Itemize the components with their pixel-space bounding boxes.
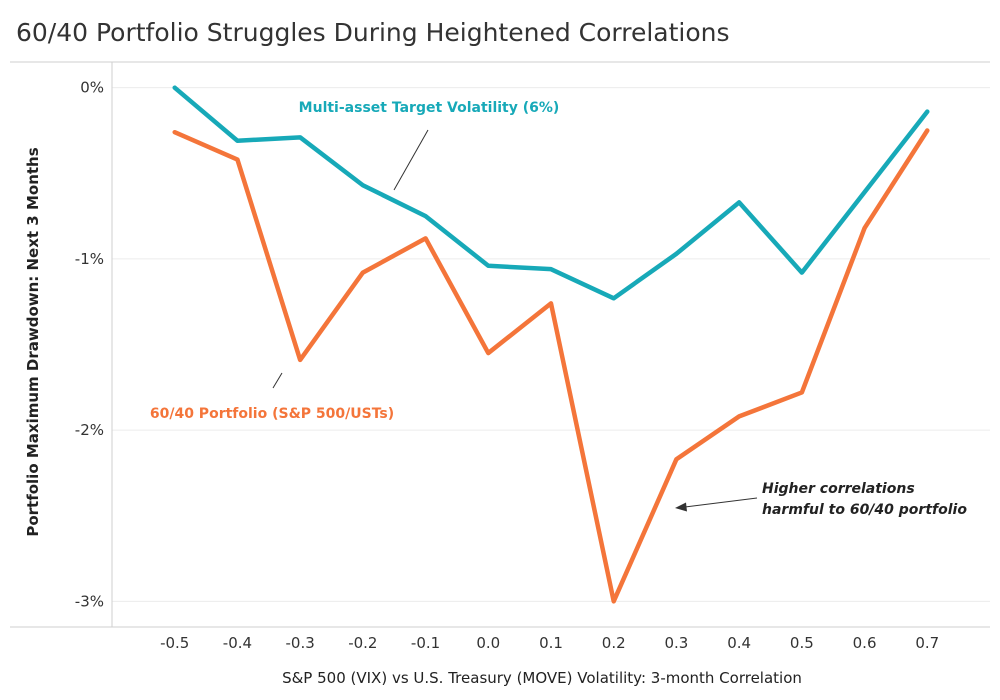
x-tick-labels: -0.5 -0.4 -0.3 -0.2 -0.1 0.0 0.1 0.2 0.3 0.4 0.5 0.… <box>160 634 939 652</box>
x-tick-label: -0.4 <box>223 634 252 652</box>
x-tick-label: -0.1 <box>411 634 440 652</box>
x-tick-label: 0.2 <box>602 634 626 652</box>
x-tick-label: 0.6 <box>853 634 877 652</box>
series-label-leader-multi-asset <box>393 129 429 191</box>
x-tick-label: 0.3 <box>664 634 688 652</box>
x-tick-label: 0.1 <box>539 634 563 652</box>
series-label-leader-60-40 <box>272 372 283 389</box>
x-tick-label: 0.4 <box>727 634 751 652</box>
x-tick-label: -0.2 <box>348 634 377 652</box>
y-tick-label: -3% <box>75 592 104 610</box>
series-lines <box>172 85 930 604</box>
annotation-arrow <box>675 497 758 512</box>
x-axis-label: S&P 500 (VIX) vs U.S. Treasury (MOVE) Vo… <box>282 669 802 687</box>
x-tick-label: 0.5 <box>790 634 814 652</box>
series-label-60-40: 60/40 Portfolio (S&P 500/USTs) <box>150 406 394 422</box>
axes <box>10 61 990 628</box>
x-tick-label: -0.3 <box>286 634 315 652</box>
y-tick-label: -2% <box>75 421 104 439</box>
x-tick-label: 0.0 <box>476 634 500 652</box>
series-line-60-40 <box>172 128 930 604</box>
x-tick-label: -0.5 <box>160 634 189 652</box>
y-tick-labels: 0% -1% -2% -3% <box>75 79 104 611</box>
gridlines <box>112 87 990 602</box>
y-tick-label: 0% <box>80 79 104 97</box>
x-tick-label: 0.7 <box>915 634 939 652</box>
y-axis-label: Portfolio Maximum Drawdown: Next 3 Month… <box>24 147 42 536</box>
chart-title: 60/40 Portfolio Struggles During Heighte… <box>16 18 730 47</box>
series-line-multi-asset <box>172 85 930 301</box>
series-label-multi-asset: Multi-asset Target Volatility (6%) <box>299 100 560 116</box>
annotation-line-1: Higher correlations <box>762 481 915 497</box>
annotation-line-2: harmful to 60/40 portfolio <box>762 502 967 518</box>
y-tick-label: -1% <box>75 250 104 268</box>
